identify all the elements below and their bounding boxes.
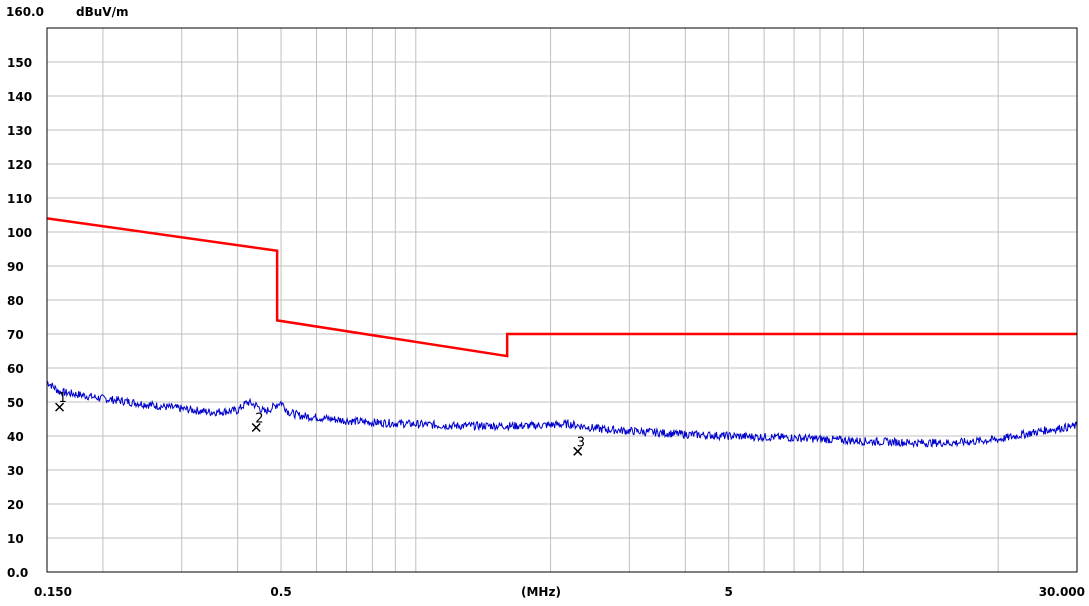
measurement-trace xyxy=(46,381,1078,449)
y-tick-label: 10 xyxy=(7,532,24,546)
y-tick-label: 150 xyxy=(7,56,32,70)
y-tick-label: 30 xyxy=(7,464,24,478)
y-tick-label: 0.0 xyxy=(7,566,28,580)
plot-frame xyxy=(46,27,1078,573)
unit-label: dBuV/m xyxy=(76,5,128,19)
y-tick-label: 60 xyxy=(7,362,24,376)
y-tick-label: 40 xyxy=(7,430,24,444)
measurement-trace-path xyxy=(46,381,1078,449)
y-tick-label: 140 xyxy=(7,90,32,104)
marker-label: 1 xyxy=(59,391,67,406)
y-tick-label: 120 xyxy=(7,158,32,172)
y-tick-label: 50 xyxy=(7,396,24,410)
marker-cross xyxy=(55,402,65,412)
y-tick-label: 130 xyxy=(7,124,32,138)
markers: 1 2 3 xyxy=(55,391,585,456)
marker-label: 3 xyxy=(577,435,585,450)
limit-line xyxy=(46,217,1077,358)
x-axis-ticks: 0.150 0.5 5 30.000 xyxy=(34,585,1085,599)
y-tick-label: 20 xyxy=(7,498,24,512)
marker-cross xyxy=(251,422,261,433)
marker-label: 2 xyxy=(255,412,263,427)
x-tick-label: 0.5 xyxy=(270,585,291,599)
x-tick-label: 5 xyxy=(724,585,732,599)
y-tick-label: 90 xyxy=(7,260,24,274)
x-tick-label: 30.000 xyxy=(1039,585,1085,599)
x-tick-label: 0.150 xyxy=(34,585,72,599)
y-tick-label: 110 xyxy=(7,192,32,206)
y-tick-label: 70 xyxy=(7,328,24,342)
y-tick-label: 80 xyxy=(7,294,24,308)
grid xyxy=(47,28,1077,572)
marker-cross xyxy=(573,446,583,456)
y-tick-label: 100 xyxy=(7,226,32,240)
y-max-label: 160.0 xyxy=(6,5,44,19)
x-axis-label: (MHz) xyxy=(521,585,561,599)
limit-line-path xyxy=(46,217,1077,358)
y-axis-ticks: 150 140 130 120 110 100 90 80 70 60 50 40 30 20 10 0.0 xyxy=(7,56,32,580)
